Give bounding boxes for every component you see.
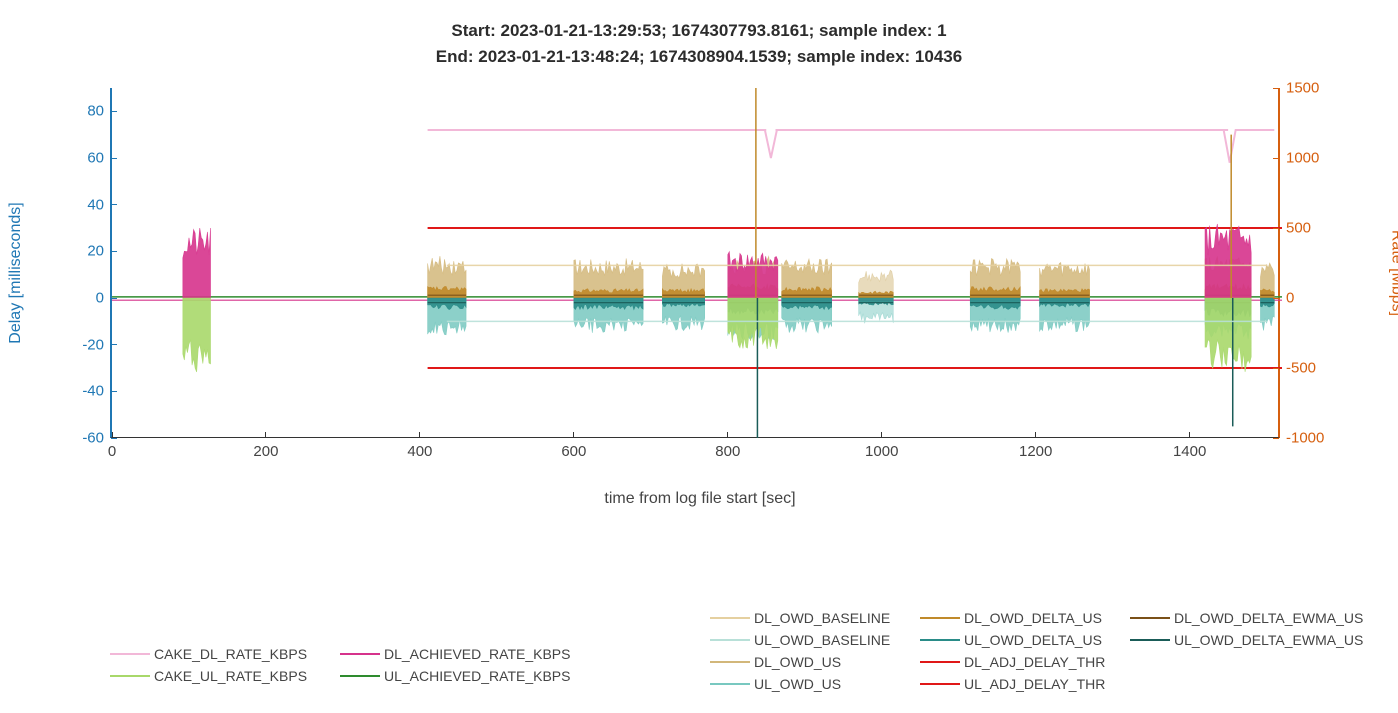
- x-tick: 1400: [1173, 437, 1206, 460]
- y-right-tick: -500: [1278, 360, 1316, 377]
- legend-swatch: [340, 653, 380, 655]
- y-right-tick: 0: [1278, 290, 1294, 307]
- y-left-tick: 60: [87, 150, 112, 167]
- legend-item: CAKE_UL_RATE_KBPS: [110, 668, 307, 684]
- legend-label: DL_OWD_BASELINE: [754, 610, 890, 626]
- legend-label: UL_ACHIEVED_RATE_KBPS: [384, 668, 570, 684]
- title-line-2: End: 2023-01-21-13:48:24; 1674308904.153…: [0, 44, 1398, 70]
- legend-label: DL_OWD_DELTA_EWMA_US: [1174, 610, 1363, 626]
- legend-swatch: [340, 675, 380, 677]
- y-right-tick: -1000: [1278, 430, 1324, 447]
- legend-label: DL_OWD_US: [754, 654, 841, 670]
- x-axis-label: time from log file start [sec]: [604, 490, 795, 508]
- x-tick: 200: [253, 437, 278, 460]
- legend-label: UL_OWD_DELTA_EWMA_US: [1174, 632, 1363, 648]
- legend-swatch: [920, 661, 960, 663]
- legend-swatch: [1130, 617, 1170, 619]
- x-tick: 400: [407, 437, 432, 460]
- legend-item: DL_OWD_DELTA_US: [920, 610, 1102, 626]
- legend-swatch: [920, 639, 960, 641]
- legend-label: DL_OWD_DELTA_US: [964, 610, 1102, 626]
- y-left-tick: 20: [87, 243, 112, 260]
- y-axis-right-label: Rate [Mbps]: [1387, 230, 1398, 316]
- legend-label: UL_OWD_BASELINE: [754, 632, 890, 648]
- legend-item: UL_OWD_US: [710, 676, 841, 692]
- y-left-tick: 80: [87, 103, 112, 120]
- legend-item: DL_OWD_DELTA_EWMA_US: [1130, 610, 1363, 626]
- legend-item: CAKE_DL_RATE_KBPS: [110, 646, 307, 662]
- plot-svg: [112, 88, 1282, 438]
- legend-item: DL_ADJ_DELAY_THR: [920, 654, 1105, 670]
- legend-item: DL_OWD_US: [710, 654, 841, 670]
- y-left-tick: 0: [96, 290, 112, 307]
- legend-swatch: [1130, 639, 1170, 641]
- legend-item: UL_OWD_BASELINE: [710, 632, 890, 648]
- chart-container: Delay [milliseconds] Rate [Mbps] time fr…: [60, 88, 1340, 458]
- legend-label: CAKE_DL_RATE_KBPS: [154, 646, 307, 662]
- chart-title: Start: 2023-01-21-13:29:53; 1674307793.8…: [0, 0, 1398, 69]
- title-line-1: Start: 2023-01-21-13:29:53; 1674307793.8…: [0, 18, 1398, 44]
- legend-item: UL_OWD_DELTA_US: [920, 632, 1102, 648]
- y-right-tick: 500: [1278, 220, 1311, 237]
- legend-label: UL_ADJ_DELAY_THR: [964, 676, 1105, 692]
- legend-label: DL_ADJ_DELAY_THR: [964, 654, 1105, 670]
- y-left-tick: 40: [87, 196, 112, 213]
- legend-swatch: [920, 683, 960, 685]
- x-tick: 1200: [1019, 437, 1052, 460]
- y-axis-left-label: Delay [milliseconds]: [7, 202, 25, 343]
- legend-swatch: [710, 617, 750, 619]
- legend-item: DL_ACHIEVED_RATE_KBPS: [340, 646, 570, 662]
- y-left-tick: -20: [82, 336, 112, 353]
- x-tick: 800: [715, 437, 740, 460]
- legend-item: UL_OWD_DELTA_EWMA_US: [1130, 632, 1363, 648]
- cake-dl-rate-line: [428, 130, 1275, 163]
- legend-swatch: [110, 653, 150, 655]
- y-left-tick: -40: [82, 383, 112, 400]
- legend-label: UL_OWD_US: [754, 676, 841, 692]
- legend-item: DL_OWD_BASELINE: [710, 610, 890, 626]
- legend-item: UL_ADJ_DELAY_THR: [920, 676, 1105, 692]
- legend-swatch: [710, 639, 750, 641]
- legend-label: CAKE_UL_RATE_KBPS: [154, 668, 307, 684]
- legend-label: DL_ACHIEVED_RATE_KBPS: [384, 646, 570, 662]
- x-tick: 0: [108, 437, 116, 460]
- legend-swatch: [710, 683, 750, 685]
- x-tick: 1000: [865, 437, 898, 460]
- legend-swatch: [110, 675, 150, 677]
- x-tick: 600: [561, 437, 586, 460]
- legend-swatch: [920, 617, 960, 619]
- plot-area: -60-40-20020406080-1000-5000500100015000…: [110, 88, 1280, 438]
- y-right-tick: 1500: [1278, 80, 1319, 97]
- legend-item: UL_ACHIEVED_RATE_KBPS: [340, 668, 570, 684]
- legend-swatch: [710, 661, 750, 663]
- y-right-tick: 1000: [1278, 150, 1319, 167]
- legend-label: UL_OWD_DELTA_US: [964, 632, 1102, 648]
